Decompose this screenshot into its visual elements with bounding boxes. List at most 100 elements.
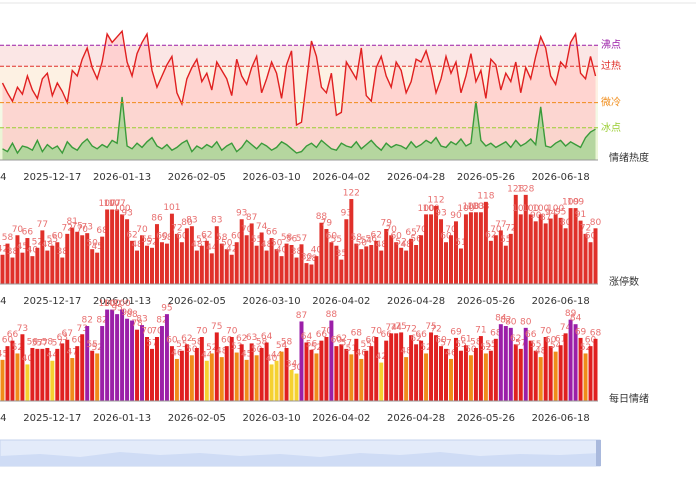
bar: [125, 219, 130, 284]
bar: [493, 338, 498, 401]
value-label: 60: [52, 232, 64, 242]
bar: [219, 357, 224, 401]
value-label: 55: [485, 340, 496, 350]
value-label: 91: [575, 210, 586, 220]
bar: [5, 243, 10, 284]
bar: [10, 257, 15, 284]
value-label: 60: [440, 232, 452, 242]
bar: [209, 353, 214, 401]
value-label: 88: [126, 310, 138, 320]
x-tick-label: 2026-04-28: [387, 296, 445, 307]
bar: [339, 344, 344, 401]
bar: [15, 235, 20, 284]
bar: [110, 209, 115, 284]
bar: [508, 327, 513, 401]
value-label: 107: [99, 199, 116, 209]
bar: [135, 329, 140, 401]
bar: [55, 348, 60, 401]
value-label: 61: [460, 335, 471, 345]
bar: [154, 337, 159, 401]
bar: [15, 353, 20, 401]
bar: [199, 245, 204, 284]
value-label: 28: [306, 254, 318, 264]
value-label: 50: [221, 239, 233, 249]
value-label: 66: [7, 330, 19, 340]
bar: [224, 249, 229, 284]
bar: [289, 245, 294, 284]
value-label: 60: [545, 336, 557, 346]
value-label: 60: [331, 336, 343, 346]
bar: [90, 350, 95, 401]
bar: [563, 333, 568, 401]
bar: [583, 233, 588, 284]
bar: [259, 347, 264, 401]
bar: [140, 235, 145, 284]
value-label: 93: [341, 209, 352, 219]
value-label: 42: [226, 244, 237, 254]
value-label: 100: [422, 204, 439, 214]
bar: [60, 343, 65, 401]
value-label: 70: [371, 327, 383, 337]
x-tick-label: 2026-02-05: [168, 413, 226, 424]
bar: [20, 334, 25, 401]
bar: [314, 353, 319, 401]
bar: [35, 247, 40, 284]
value-label: 48: [375, 240, 387, 250]
bar: [354, 338, 359, 401]
bar: [424, 214, 429, 284]
bar: [419, 235, 424, 284]
bar: [65, 339, 70, 401]
value-label: 70: [12, 225, 24, 235]
bar: [40, 230, 45, 284]
value-label: 55: [251, 235, 262, 245]
bar: [169, 213, 174, 284]
value-label: 128: [507, 184, 524, 194]
value-label: 100: [547, 204, 564, 214]
bar: [324, 228, 329, 284]
bar: [145, 245, 150, 284]
bar: [528, 214, 533, 284]
bar: [578, 337, 583, 401]
value-label: 70: [540, 327, 552, 337]
bar: [95, 252, 100, 284]
value-label: 60: [72, 336, 84, 346]
slider-handle[interactable]: [596, 440, 601, 466]
value-label: 63: [57, 333, 68, 343]
threshold-label: 冰点: [601, 121, 621, 134]
value-label: 107: [109, 199, 126, 209]
value-label: 58: [216, 233, 228, 243]
value-label: 80: [181, 218, 193, 228]
x-tick-label: 2026-01-13: [93, 413, 151, 424]
bar: [204, 360, 209, 401]
bar: [0, 359, 5, 401]
value-label: 38: [291, 247, 303, 257]
value-label: 57: [32, 338, 43, 348]
bar: [65, 233, 70, 284]
bar: [518, 214, 523, 284]
bar: [0, 254, 5, 284]
bar: [548, 346, 553, 401]
value-label: 62: [510, 334, 521, 344]
value-label: 50: [251, 345, 263, 355]
value-label: 52: [580, 343, 591, 353]
bar: [199, 337, 204, 401]
value-label: 70: [415, 225, 427, 235]
value-label: 64: [261, 332, 273, 342]
value-label: 53: [231, 342, 242, 352]
value-label: 60: [585, 232, 597, 242]
value-label: 58: [281, 233, 293, 243]
value-label: 46: [171, 348, 183, 358]
bar: [414, 344, 419, 401]
bar: [319, 340, 324, 401]
value-label: 94: [545, 208, 557, 218]
x-tick-label: 4: [0, 296, 6, 307]
bar: [508, 233, 513, 284]
value-label: 70: [445, 225, 457, 235]
value-label: 128: [517, 184, 534, 194]
value-label: 66: [380, 330, 392, 340]
value-label: 54: [361, 236, 373, 246]
bar: [100, 326, 105, 401]
x-tick-label: 2026-06-18: [532, 296, 590, 307]
value-label: 48: [216, 347, 228, 357]
bar: [70, 358, 75, 401]
